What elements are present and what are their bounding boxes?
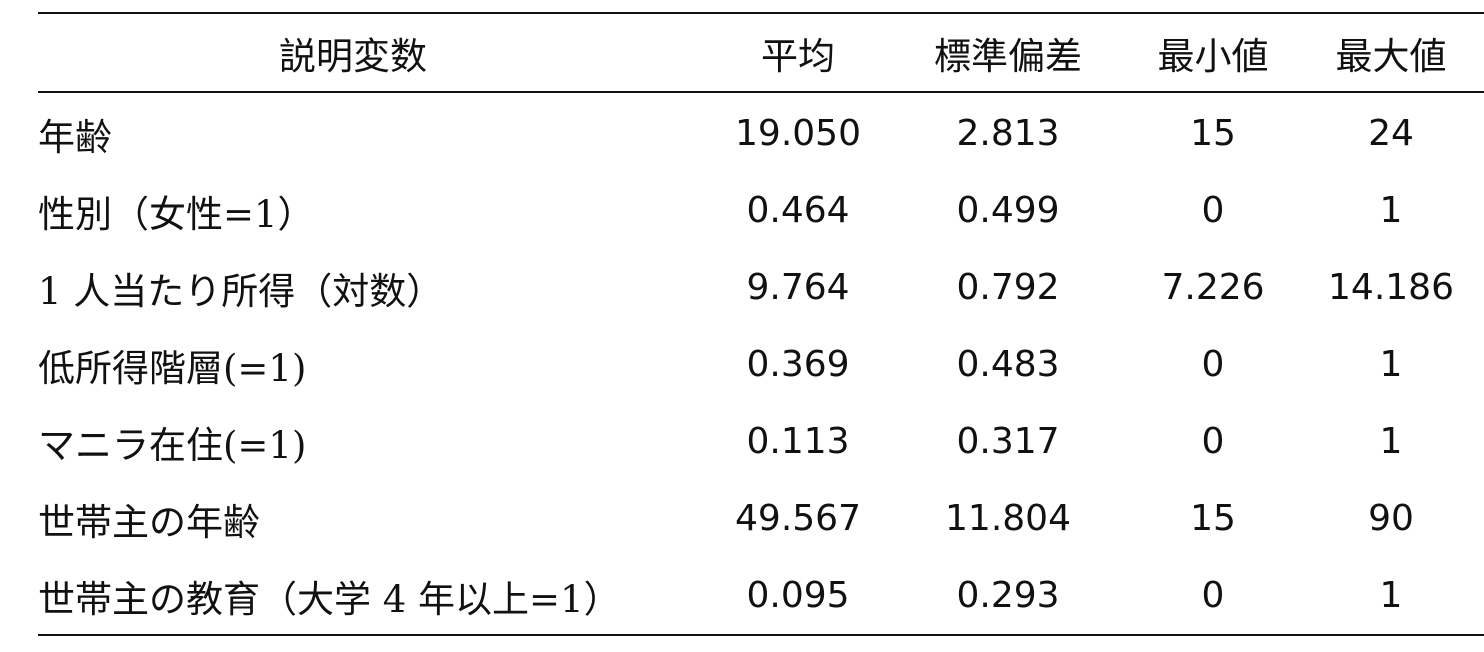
header-max: 最大値 (1335, 34, 1447, 78)
cell-sd: 0.792 (956, 267, 1060, 308)
cell-min: 0 (1201, 344, 1225, 385)
cell-max: 1 (1379, 190, 1403, 231)
cell-min: 0 (1201, 190, 1225, 231)
cell-sd: 0.317 (956, 421, 1060, 462)
cell-max: 14.186 (1328, 267, 1454, 308)
table-row: 世帯主の年齢 49.567 11.804 15 90 (38, 480, 1484, 557)
cell-mean: 9.764 (746, 267, 850, 308)
table-row: 性別（女性=1） 0.464 0.499 0 1 (38, 172, 1484, 249)
cell-min: 0 (1201, 575, 1225, 616)
cell-mean: 0.095 (746, 575, 850, 616)
descriptive-statistics-table: 説明変数 平均 標準偏差 最小値 最大値 年齢 19.050 2.813 15 … (38, 12, 1484, 636)
cell-min: 7.226 (1161, 267, 1265, 308)
descriptive-statistics-table-wrapper: 説明変数 平均 標準偏差 最小値 最大値 年齢 19.050 2.813 15 … (38, 12, 1484, 636)
cell-min: 0 (1201, 421, 1225, 462)
table-row: 1 人当たり所得（対数） 9.764 0.792 7.226 14.186 (38, 249, 1484, 326)
cell-min: 15 (1190, 498, 1236, 539)
cell-max: 24 (1368, 113, 1414, 154)
header-variable: 説明変数 (279, 34, 427, 78)
cell-sd: 11.804 (945, 498, 1071, 539)
row-label: 性別（女性=1） (38, 192, 315, 236)
table-row: 年齢 19.050 2.813 15 24 (38, 92, 1484, 172)
cell-sd: 0.483 (956, 344, 1060, 385)
table-row: 世帯主の教育（大学 4 年以上=1） 0.095 0.293 0 1 (38, 557, 1484, 635)
cell-max: 1 (1379, 575, 1403, 616)
cell-max: 90 (1368, 498, 1414, 539)
table-body: 年齢 19.050 2.813 15 24 性別（女性=1） 0.464 0.4… (38, 92, 1484, 635)
cell-sd: 0.293 (956, 575, 1060, 616)
table-row: 低所得階層(=1) 0.369 0.483 0 1 (38, 326, 1484, 403)
row-label: マニラ在住(=1) (38, 423, 307, 467)
cell-sd: 2.813 (956, 113, 1060, 154)
header-row: 説明変数 平均 標準偏差 最小値 最大値 (38, 13, 1484, 92)
cell-min: 15 (1190, 113, 1236, 154)
row-label: 1 人当たり所得（対数） (38, 269, 444, 313)
header-mean: 平均 (761, 34, 835, 78)
cell-mean: 0.369 (746, 344, 850, 385)
table-header: 説明変数 平均 標準偏差 最小値 最大値 (38, 13, 1484, 92)
header-min: 最小値 (1157, 34, 1269, 78)
cell-mean: 49.567 (735, 498, 861, 539)
cell-mean: 0.464 (746, 190, 850, 231)
cell-mean: 0.113 (746, 421, 850, 462)
table-row: マニラ在住(=1) 0.113 0.317 0 1 (38, 403, 1484, 480)
row-label: 低所得階層(=1) (38, 346, 307, 390)
row-label: 世帯主の教育（大学 4 年以上=1） (38, 577, 621, 621)
row-label: 年齢 (38, 115, 112, 159)
cell-max: 1 (1379, 421, 1403, 462)
header-sd: 標準偏差 (934, 34, 1082, 78)
cell-max: 1 (1379, 344, 1403, 385)
cell-mean: 19.050 (735, 113, 861, 154)
row-label: 世帯主の年齢 (38, 500, 260, 544)
cell-sd: 0.499 (956, 190, 1060, 231)
